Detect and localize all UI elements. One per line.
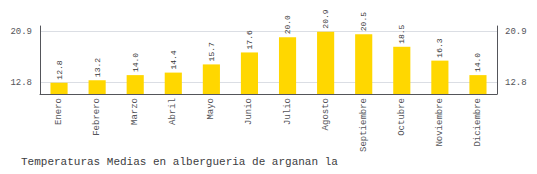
svg-text:Abril: Abril (168, 98, 178, 125)
svg-text:12.8: 12.8 (55, 60, 64, 79)
svg-text:Octubre: Octubre (397, 98, 407, 136)
svg-text:Temperaturas Medias en albergu: Temperaturas Medias en albergueria de ar… (21, 156, 338, 168)
svg-text:18.5: 18.5 (397, 24, 406, 43)
svg-text:20.0: 20.0 (283, 15, 292, 34)
svg-text:20.9: 20.9 (10, 27, 32, 37)
svg-text:14.4: 14.4 (169, 50, 178, 69)
svg-text:14.0: 14.0 (131, 53, 140, 72)
svg-text:20.9: 20.9 (321, 9, 330, 28)
svg-text:Julio: Julio (283, 98, 293, 125)
svg-text:16.3: 16.3 (435, 38, 444, 57)
svg-text:Diciembre: Diciembre (473, 98, 483, 147)
svg-text:12.8: 12.8 (505, 78, 527, 88)
svg-text:Junio: Junio (244, 98, 254, 125)
svg-text:15.7: 15.7 (207, 42, 216, 61)
svg-text:12.8: 12.8 (10, 78, 32, 88)
svg-text:Marzo: Marzo (130, 98, 140, 125)
svg-text:Septiembre: Septiembre (359, 98, 369, 152)
svg-text:Febrero: Febrero (92, 98, 102, 136)
svg-text:20.5: 20.5 (359, 12, 368, 31)
svg-text:Agosto: Agosto (321, 98, 331, 130)
svg-text:Noviembre: Noviembre (435, 98, 445, 147)
svg-text:Enero: Enero (54, 98, 64, 125)
svg-text:20.9: 20.9 (505, 27, 527, 37)
svg-text:13.2: 13.2 (93, 58, 102, 77)
svg-text:14.0: 14.0 (473, 53, 482, 72)
svg-text:Mayo: Mayo (206, 98, 216, 120)
svg-text:17.6: 17.6 (245, 30, 254, 49)
